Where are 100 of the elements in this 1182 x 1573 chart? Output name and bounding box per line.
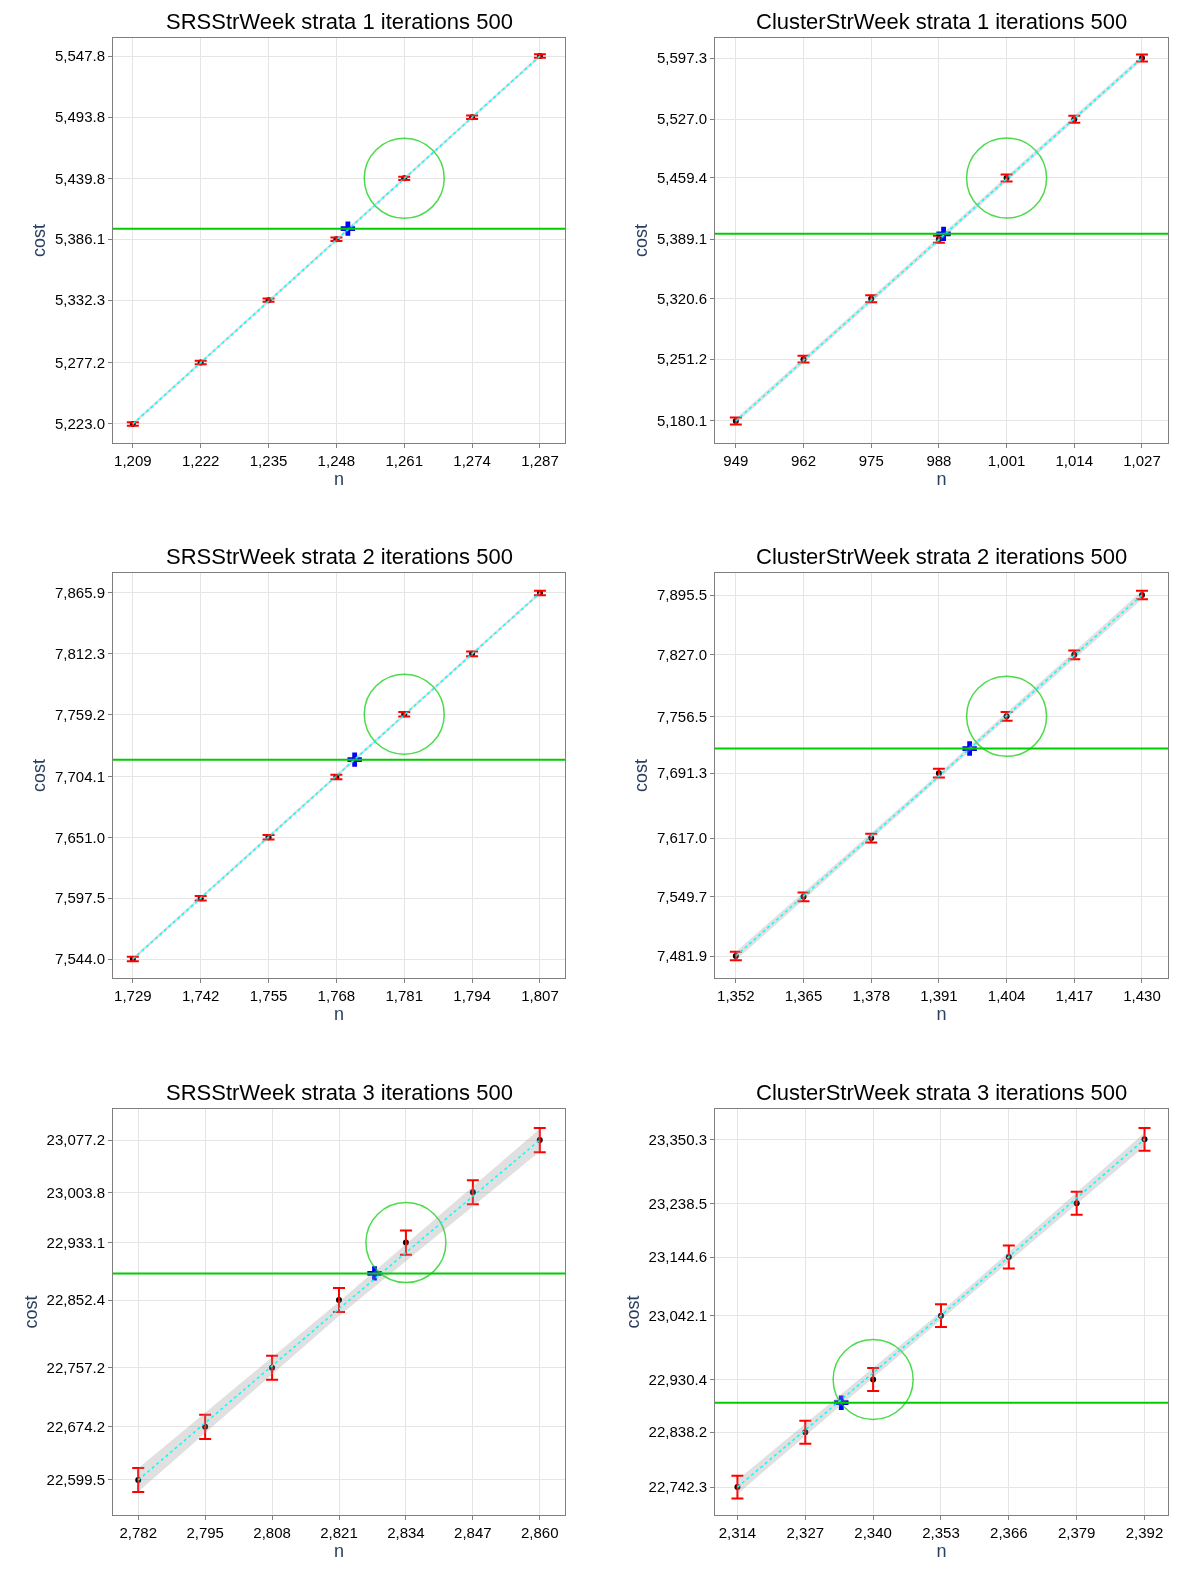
x-tick-label: 975 <box>858 452 884 469</box>
y-tick-label: 5,277.2 <box>54 353 105 371</box>
chart-title: ClusterStrWeek strata 1 iterations 500 <box>756 9 1128 34</box>
chart-title: SRSStrWeek strata 2 iterations 500 <box>166 544 513 569</box>
y-tick-label: 7,756.5 <box>656 707 707 725</box>
x-tick-label: 2,392 <box>1125 1524 1164 1541</box>
x-tick-label: 1,430 <box>1123 987 1161 1004</box>
x-tick-label: 1,014 <box>1055 452 1094 469</box>
x-tick-label: 2,327 <box>786 1524 825 1541</box>
y-tick-label: 5,439.8 <box>54 169 105 187</box>
y-tick-label: 7,544.0 <box>54 950 105 968</box>
x-tick-label: 2,366 <box>990 1524 1028 1541</box>
x-tick-label: 1,352 <box>717 987 755 1004</box>
chart-title: ClusterStrWeek strata 3 iterations 500 <box>756 1080 1128 1105</box>
x-axis-title: n <box>333 1541 345 1561</box>
x-tick-label: 2,314 <box>718 1524 757 1541</box>
x-tick-label: 2,847 <box>454 1524 492 1541</box>
y-tick-label: 7,597.5 <box>54 889 105 907</box>
y-tick-label: 7,651.0 <box>54 828 105 846</box>
x-tick-label: 949 <box>723 452 749 469</box>
chart-title: ClusterStrWeek strata 2 iterations 500 <box>756 544 1128 569</box>
y-tick-label: 5,386.1 <box>54 230 105 248</box>
x-tick-label: 962 <box>791 452 817 469</box>
x-axis-title: n <box>936 1004 947 1024</box>
y-tick-label: 5,459.4 <box>656 169 707 187</box>
x-tick-label: 1,365 <box>784 987 823 1004</box>
y-tick-label: 7,481.9 <box>656 947 707 965</box>
x-tick-label: 1,742 <box>181 987 220 1004</box>
y-tick-label: 22,599.5 <box>46 1471 105 1489</box>
y-axis-title: cost <box>20 1295 41 1329</box>
y-tick-label: 5,180.1 <box>656 412 707 430</box>
x-tick-label: 2,782 <box>119 1524 157 1541</box>
y-tick-label: 5,223.0 <box>54 415 105 433</box>
y-tick-label: 7,827.0 <box>656 646 707 664</box>
x-tick-label: 1,807 <box>521 987 559 1004</box>
x-tick-label: 1,209 <box>114 452 152 469</box>
x-tick-label: 2,340 <box>854 1524 892 1541</box>
x-tick-label: 1,222 <box>181 452 220 469</box>
x-tick-label: 1,417 <box>1055 987 1094 1004</box>
x-tick-label: 1,235 <box>249 452 288 469</box>
y-tick-label: 7,549.7 <box>656 888 707 906</box>
chart-title: SRSStrWeek strata 1 iterations 500 <box>166 9 513 34</box>
y-tick-label: 5,493.8 <box>54 108 105 126</box>
x-tick-label: 1,391 <box>920 987 958 1004</box>
y-tick-label: 22,930.4 <box>648 1370 707 1388</box>
y-tick-label: 22,838.2 <box>648 1423 707 1441</box>
x-tick-label: 1,248 <box>317 452 356 469</box>
y-tick-label: 22,757.2 <box>46 1359 105 1377</box>
y-axis-title: cost <box>631 223 652 258</box>
y-tick-label: 5,320.6 <box>656 290 707 307</box>
y-tick-label: 23,350.3 <box>648 1130 707 1148</box>
y-tick-label: 5,251.2 <box>656 350 707 368</box>
x-tick-label: 988 <box>926 452 952 469</box>
y-tick-label: 5,597.3 <box>656 49 707 67</box>
x-tick-label: 2,821 <box>320 1524 358 1541</box>
y-tick-label: 5,389.1 <box>656 230 707 248</box>
x-tick-label: 1,729 <box>114 987 152 1004</box>
y-tick-label: 7,691.3 <box>656 764 707 782</box>
x-tick-label: 1,274 <box>453 452 491 469</box>
y-tick-label: 7,865.9 <box>54 584 105 602</box>
y-tick-label: 22,674.2 <box>46 1418 105 1436</box>
chart-title: SRSStrWeek strata 3 iterations 500 <box>166 1080 513 1105</box>
y-tick-label: 5,547.8 <box>54 47 105 65</box>
x-tick-label: 2,834 <box>387 1524 425 1541</box>
x-tick-label: 1,781 <box>385 987 424 1004</box>
y-axis-title: cost <box>631 758 652 793</box>
x-tick-label: 2,353 <box>922 1524 960 1541</box>
y-tick-label: 7,704.1 <box>54 768 105 786</box>
y-tick-label: 23,003.8 <box>46 1183 105 1201</box>
x-axis-title: n <box>936 469 947 489</box>
x-tick-label: 1,001 <box>987 452 1026 469</box>
x-axis-title: n <box>333 1004 345 1024</box>
y-tick-label: 7,759.2 <box>54 705 105 723</box>
x-tick-label: 1,027 <box>1123 452 1161 469</box>
y-tick-label: 23,238.5 <box>648 1194 707 1212</box>
y-axis-title: cost <box>29 223 50 258</box>
y-tick-label: 23,077.2 <box>46 1131 105 1149</box>
x-axis-title: n <box>936 1541 947 1561</box>
y-tick-label: 22,852.4 <box>46 1291 105 1309</box>
x-tick-label: 1,794 <box>453 987 491 1004</box>
x-tick-label: 1,378 <box>852 987 890 1004</box>
x-tick-label: 2,379 <box>1057 1524 1096 1541</box>
y-tick-label: 5,332.3 <box>54 291 105 309</box>
x-tick-label: 2,808 <box>253 1524 291 1541</box>
x-tick-label: 2,860 <box>521 1524 559 1541</box>
y-axis-title: cost <box>29 758 50 793</box>
x-tick-label: 1,287 <box>521 452 559 469</box>
x-axis-title: n <box>333 469 345 489</box>
x-tick-label: 1,261 <box>385 452 424 469</box>
x-tick-label: 2,795 <box>186 1524 224 1541</box>
y-tick-label: 7,895.5 <box>656 586 707 604</box>
y-tick-label: 23,144.6 <box>648 1248 707 1266</box>
y-tick-label: 22,933.1 <box>46 1233 105 1251</box>
y-axis-title: cost <box>622 1295 643 1329</box>
y-tick-label: 23,042.1 <box>648 1306 707 1324</box>
y-tick-label: 5,527.0 <box>656 110 707 128</box>
y-tick-label: 7,812.3 <box>54 645 105 663</box>
y-tick-label: 7,617.0 <box>656 829 707 847</box>
x-tick-label: 1,404 <box>987 987 1026 1004</box>
x-tick-label: 1,755 <box>249 987 288 1004</box>
